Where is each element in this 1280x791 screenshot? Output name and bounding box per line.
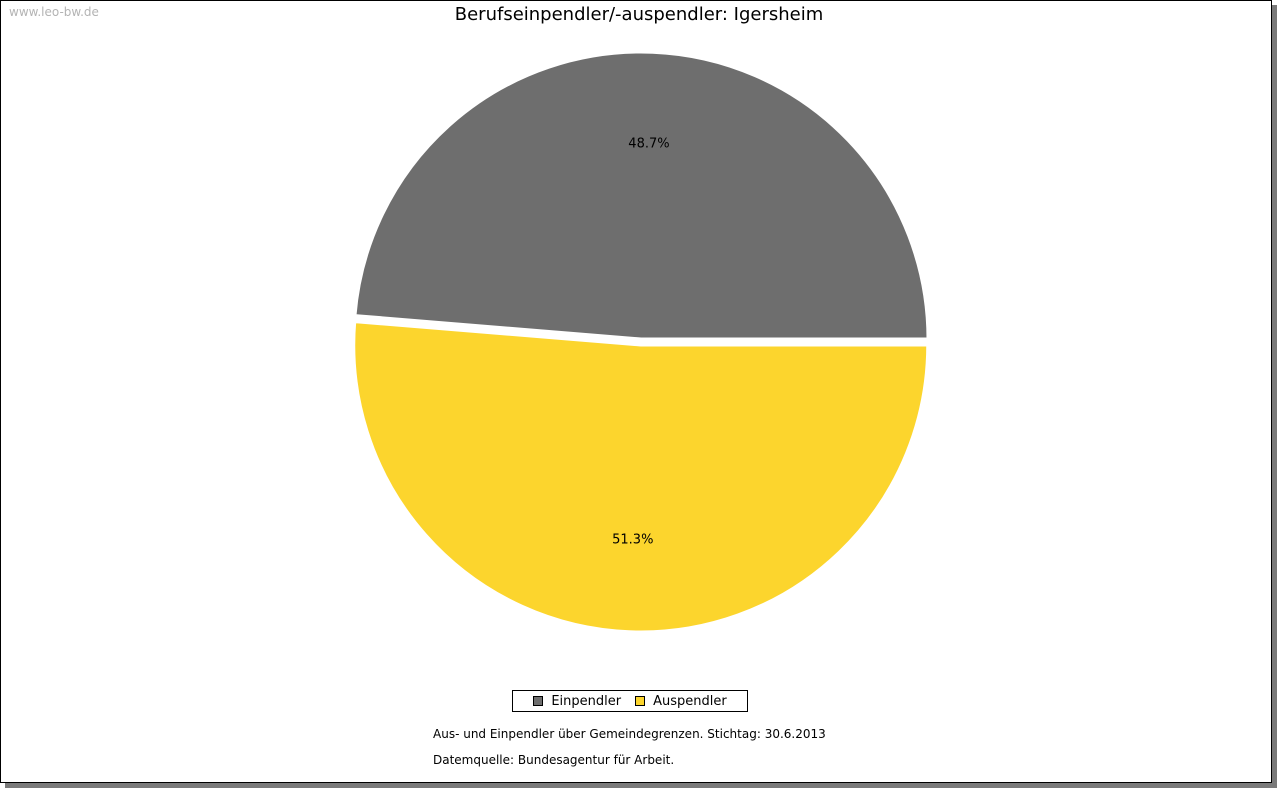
legend-label-einpendler: Einpendler xyxy=(551,693,622,709)
chart-title: Berufseinpendler/-auspendler: Igersheim xyxy=(454,4,824,25)
slice-label-auspendler: 51.3% xyxy=(612,532,653,547)
legend-swatch-auspendler xyxy=(635,696,646,706)
pie-chart: 48.7% 51.3% xyxy=(352,50,930,634)
watermark: www.leo-bw.de xyxy=(9,5,99,19)
pie-slice-einpendler xyxy=(353,50,930,341)
legend-swatch-einpendler xyxy=(533,696,544,706)
slice-label-einpendler: 48.7% xyxy=(628,137,669,152)
footnote-stichtag: Aus- und Einpendler über Gemeindegrenzen… xyxy=(433,727,826,741)
legend-label-auspendler: Auspendler xyxy=(653,693,727,709)
pie-slice-auspendler xyxy=(352,319,930,634)
footnote-source: Datemquelle: Bundesagentur für Arbeit. xyxy=(433,753,675,767)
legend-item-einpendler: Einpendler xyxy=(533,694,621,709)
legend: Einpendler Auspendler xyxy=(512,690,748,712)
legend-item-auspendler: Auspendler xyxy=(635,694,727,709)
